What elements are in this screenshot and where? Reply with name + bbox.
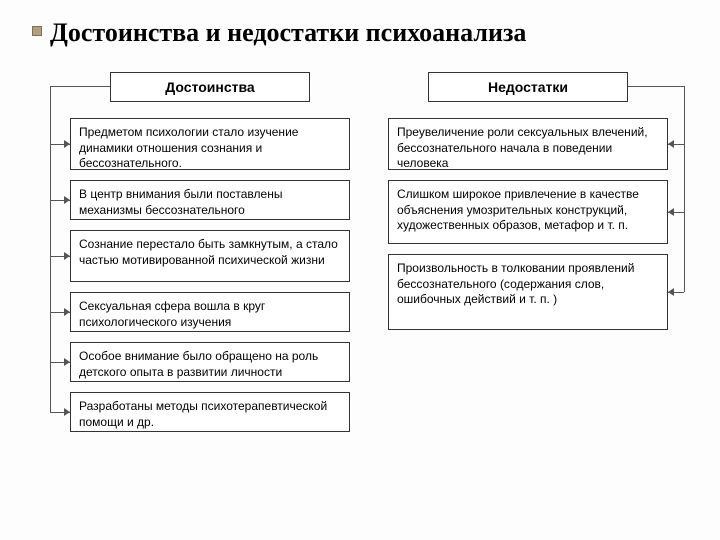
disadvantage-item: Преувеличение роли сексуальных влечений,…	[388, 118, 668, 170]
arrow	[64, 196, 70, 204]
advantage-item: Разработаны методы психотерапевтической …	[70, 392, 350, 432]
arrow	[64, 252, 70, 260]
advantage-item: Предметом психологии стало изучение дина…	[70, 118, 350, 170]
disadvantage-item: Слишком широкое привлечение в качестве о…	[388, 180, 668, 244]
arrow	[668, 288, 674, 296]
connector	[628, 86, 684, 87]
disadvantages-header: Недостатки	[428, 72, 628, 102]
arrow	[64, 308, 70, 316]
connector	[50, 86, 51, 412]
advantage-item: Сознание перестало быть замкнутым, а ста…	[70, 230, 350, 282]
advantage-item: В центр внимания были поставлены механиз…	[70, 180, 350, 220]
arrow	[668, 208, 674, 216]
arrow	[64, 408, 70, 416]
disadvantage-item: Произвольность в толковании проявлений б…	[388, 254, 668, 330]
page-title: Достоинства и недостатки психоанализа	[50, 18, 526, 48]
advantages-header: Достоинства	[110, 72, 310, 102]
arrow	[64, 140, 70, 148]
arrow	[668, 140, 674, 148]
advantage-item: Сексуальная сфера вошла в круг психологи…	[70, 292, 350, 332]
advantage-item: Особое внимание было обращено на роль де…	[70, 342, 350, 382]
connector	[684, 86, 685, 292]
title-bullet	[32, 26, 42, 36]
arrow	[64, 358, 70, 366]
connector	[50, 86, 110, 87]
